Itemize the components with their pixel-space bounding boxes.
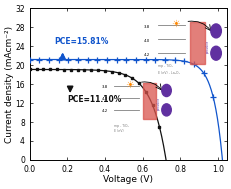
Text: PCE=15.81%: PCE=15.81% [54, 37, 108, 46]
X-axis label: Voltage (V): Voltage (V) [103, 175, 153, 184]
Text: PCE=11.10%: PCE=11.10% [67, 95, 121, 104]
Y-axis label: Current density (mAcm⁻²): Current density (mAcm⁻²) [5, 26, 14, 143]
